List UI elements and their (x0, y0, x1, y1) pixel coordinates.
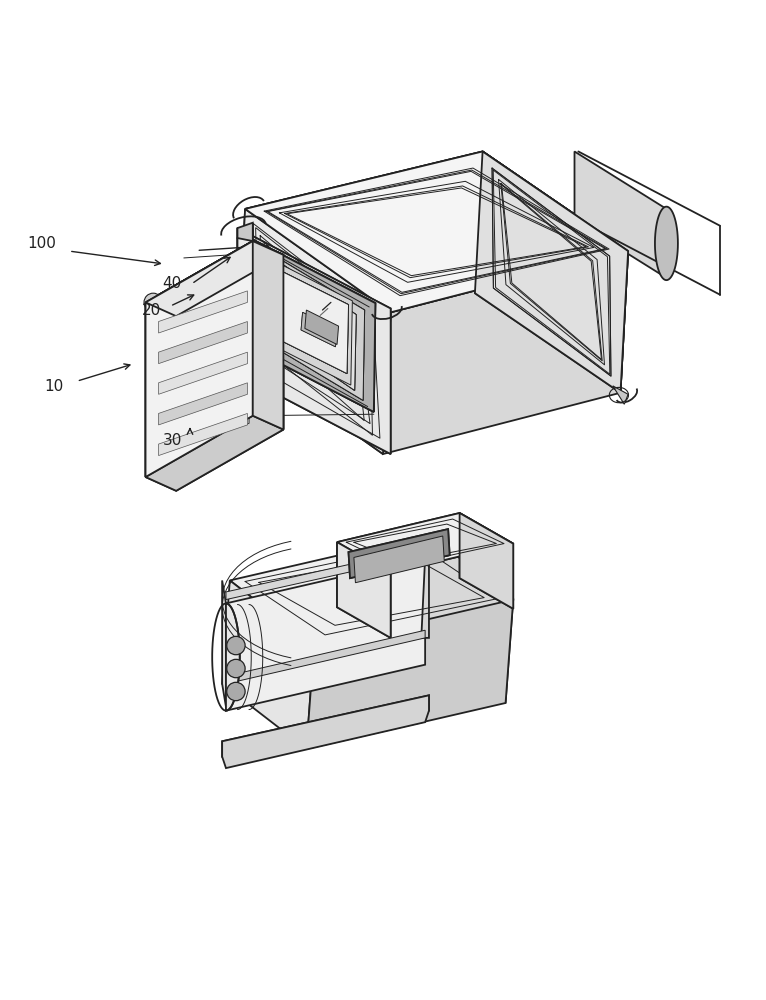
Polygon shape (157, 320, 249, 362)
Polygon shape (245, 151, 628, 312)
Polygon shape (230, 534, 513, 646)
Polygon shape (157, 289, 249, 331)
Text: 30: 30 (162, 433, 182, 448)
Polygon shape (157, 381, 249, 423)
Circle shape (144, 293, 162, 312)
Polygon shape (157, 320, 249, 362)
Polygon shape (273, 259, 356, 390)
Polygon shape (222, 695, 429, 768)
Polygon shape (337, 542, 391, 638)
Polygon shape (157, 289, 249, 331)
Polygon shape (226, 603, 240, 711)
Circle shape (227, 636, 245, 655)
Polygon shape (421, 534, 513, 703)
Polygon shape (253, 241, 283, 430)
Text: 100: 100 (28, 236, 57, 251)
Polygon shape (251, 240, 375, 412)
Polygon shape (146, 241, 283, 316)
Polygon shape (337, 513, 513, 573)
Polygon shape (613, 386, 628, 404)
Polygon shape (306, 600, 513, 749)
Polygon shape (305, 310, 339, 345)
Text: 20: 20 (142, 303, 162, 318)
Polygon shape (237, 223, 253, 241)
Polygon shape (264, 250, 365, 400)
Polygon shape (146, 416, 283, 491)
Polygon shape (301, 312, 337, 347)
Polygon shape (237, 209, 391, 454)
Polygon shape (237, 228, 391, 454)
Circle shape (227, 682, 245, 701)
Polygon shape (222, 695, 429, 757)
Polygon shape (222, 580, 226, 707)
Polygon shape (574, 151, 666, 278)
Polygon shape (222, 580, 314, 749)
Polygon shape (278, 270, 349, 374)
Polygon shape (655, 207, 678, 280)
Polygon shape (159, 352, 247, 394)
Polygon shape (245, 151, 628, 312)
Polygon shape (159, 322, 247, 364)
Polygon shape (146, 241, 253, 477)
Polygon shape (146, 241, 253, 477)
Polygon shape (264, 250, 365, 400)
Circle shape (227, 659, 245, 678)
Polygon shape (253, 241, 283, 430)
Polygon shape (301, 312, 337, 347)
Polygon shape (421, 534, 429, 638)
Polygon shape (237, 209, 391, 454)
Polygon shape (273, 259, 356, 390)
Polygon shape (349, 529, 450, 578)
Polygon shape (157, 351, 249, 393)
Polygon shape (146, 241, 283, 316)
Polygon shape (226, 547, 425, 600)
Polygon shape (159, 291, 247, 333)
Polygon shape (251, 240, 375, 412)
Text: 40: 40 (162, 276, 182, 291)
Polygon shape (157, 412, 249, 454)
Polygon shape (460, 513, 513, 609)
Polygon shape (475, 151, 628, 393)
Polygon shape (278, 270, 349, 374)
Polygon shape (226, 557, 425, 711)
Polygon shape (278, 270, 349, 374)
Polygon shape (159, 383, 247, 425)
Polygon shape (460, 513, 513, 609)
Polygon shape (273, 259, 356, 390)
Polygon shape (237, 228, 391, 454)
Polygon shape (349, 529, 450, 578)
Polygon shape (276, 263, 352, 385)
Polygon shape (337, 542, 391, 638)
Polygon shape (157, 381, 249, 423)
Polygon shape (146, 241, 283, 316)
Polygon shape (146, 241, 253, 477)
Polygon shape (383, 251, 628, 454)
Polygon shape (157, 351, 249, 393)
Polygon shape (251, 240, 375, 412)
Polygon shape (337, 513, 513, 573)
Polygon shape (253, 241, 283, 430)
Polygon shape (354, 536, 444, 583)
Polygon shape (159, 413, 247, 456)
Polygon shape (245, 151, 628, 312)
Text: 10: 10 (44, 379, 64, 394)
Polygon shape (475, 151, 628, 393)
Polygon shape (226, 630, 425, 684)
Polygon shape (237, 230, 253, 359)
Polygon shape (146, 416, 283, 491)
Polygon shape (475, 151, 628, 393)
Polygon shape (157, 412, 249, 454)
Polygon shape (264, 250, 365, 400)
